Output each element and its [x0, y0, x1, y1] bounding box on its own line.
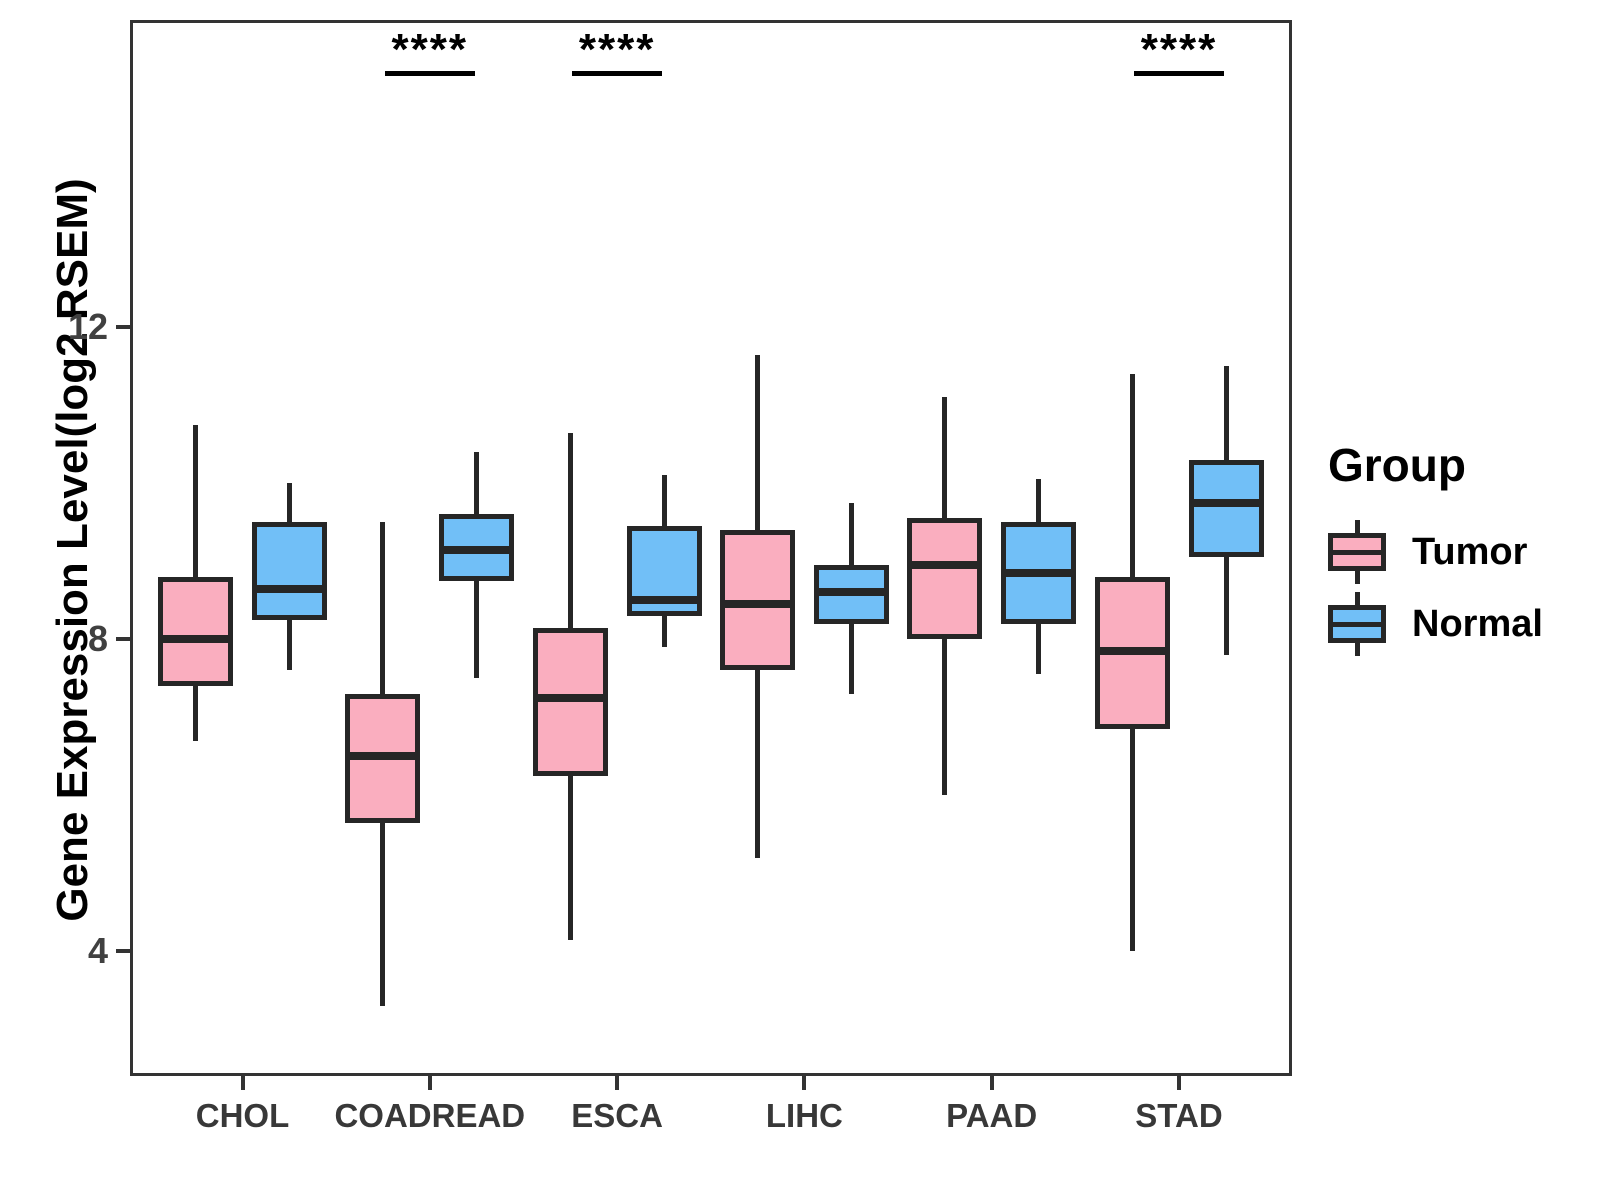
y-tick-mark	[116, 637, 130, 642]
legend-item-normal: Normal	[1328, 588, 1598, 660]
legend-label: Normal	[1412, 602, 1543, 645]
legend-glyph-median	[1328, 621, 1386, 627]
y-tick-label: 4	[87, 930, 108, 972]
legend: Group Tumor Normal	[1328, 438, 1598, 660]
normal-box	[252, 522, 327, 620]
x-tick-label: COADREAD	[334, 1097, 526, 1134]
x-tick-mark	[989, 1076, 994, 1090]
tumor-median-line	[719, 600, 795, 609]
normal-median-line	[439, 545, 515, 554]
tumor-median-line	[1094, 646, 1170, 655]
y-tick-mark	[116, 325, 130, 330]
normal-box	[1188, 459, 1264, 558]
significance-annotation: ****	[1134, 25, 1224, 76]
x-tick-label: ESCA	[571, 1097, 663, 1134]
x-tick-label: LIHC	[765, 1097, 843, 1134]
legend-boxplot-icon	[1328, 520, 1386, 584]
x-tick-label: PAAD	[946, 1097, 1038, 1134]
x-tick-label: STAD	[1135, 1097, 1223, 1134]
normal-median-line	[252, 584, 327, 593]
x-tick-mark	[240, 1076, 245, 1090]
x-tick-label: CHOL	[195, 1097, 290, 1134]
y-axis-title: Gene Expression Level(log2 RSEM)	[48, 178, 97, 922]
significance-stars: ****	[1140, 25, 1218, 74]
x-tick-mark	[615, 1076, 620, 1090]
significance-annotation: ****	[384, 25, 475, 76]
significance-bar	[384, 71, 475, 76]
legend-item-tumor: Tumor	[1328, 516, 1598, 588]
y-tick-mark	[116, 949, 130, 954]
legend-glyph-median	[1328, 549, 1386, 555]
significance-annotation: ****	[572, 25, 663, 76]
legend-boxplot-icon	[1328, 592, 1386, 656]
tumor-median-line	[907, 561, 983, 570]
legend-title: Group	[1328, 439, 1466, 491]
tumor-median-line	[345, 752, 421, 761]
y-tick-label: 12	[67, 306, 108, 348]
legend-label: Tumor	[1412, 530, 1528, 573]
significance-stars: ****	[578, 25, 656, 74]
normal-median-line	[1188, 498, 1264, 507]
tumor-box	[907, 518, 983, 640]
y-tick-label: 8	[87, 618, 108, 660]
tumor-median-line	[158, 635, 233, 644]
x-tick-mark	[1177, 1076, 1181, 1090]
tumor-box	[158, 576, 233, 687]
normal-median-line	[813, 588, 889, 597]
tumor-median-line	[532, 693, 608, 702]
legend-items: Tumor Normal	[1328, 516, 1598, 660]
x-tick-mark	[802, 1076, 807, 1090]
significance-stars: ****	[391, 25, 469, 74]
normal-median-line	[1001, 568, 1077, 577]
normal-median-line	[626, 596, 702, 605]
significance-bar	[1134, 71, 1224, 76]
significance-bar	[572, 71, 663, 76]
x-tick-mark	[427, 1076, 432, 1090]
